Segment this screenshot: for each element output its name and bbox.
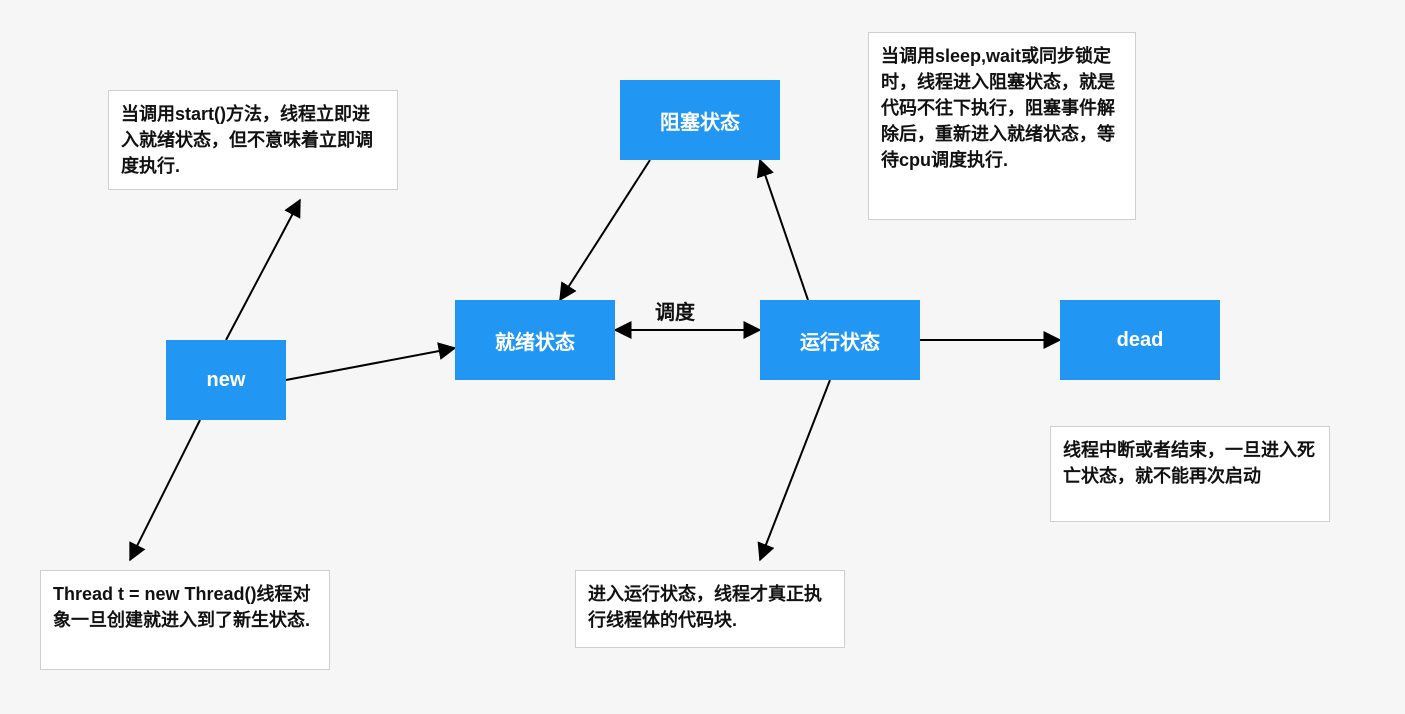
note-start-text: 当调用start()方法，线程立即进入就绪状态，但不意味着立即调度执行. bbox=[121, 104, 373, 176]
node-ready-label: 就绪状态 bbox=[495, 326, 575, 355]
edge-line bbox=[560, 160, 650, 300]
node-running-label: 运行状态 bbox=[800, 326, 880, 355]
node-ready: 就绪状态 bbox=[455, 300, 615, 380]
note-new-text: Thread t = new Thread()线程对象一旦创建就进入到了新生状态… bbox=[53, 584, 311, 630]
node-running: 运行状态 bbox=[760, 300, 920, 380]
edge-line bbox=[760, 380, 830, 560]
diagram-canvas: { "background_color": "#f6f6f6", "node_c… bbox=[0, 0, 1405, 714]
note-dead: 线程中断或者结束，一旦进入死亡状态，就不能再次启动 bbox=[1050, 426, 1330, 522]
note-new: Thread t = new Thread()线程对象一旦创建就进入到了新生状态… bbox=[40, 570, 330, 670]
node-dead-label: dead bbox=[1117, 329, 1164, 352]
note-start: 当调用start()方法，线程立即进入就绪状态，但不意味着立即调度执行. bbox=[108, 90, 398, 190]
note-blocked: 当调用sleep,wait或同步锁定时，线程进入阻塞状态，就是代码不往下执行，阻… bbox=[868, 32, 1136, 220]
note-blocked-text: 当调用sleep,wait或同步锁定时，线程进入阻塞状态，就是代码不往下执行，阻… bbox=[881, 46, 1115, 170]
edge-label-schedule-text: 调度 bbox=[655, 302, 695, 324]
edge-line bbox=[226, 200, 300, 340]
edge-line bbox=[286, 348, 455, 380]
note-dead-text: 线程中断或者结束，一旦进入死亡状态，就不能再次启动 bbox=[1063, 440, 1315, 486]
edge-line bbox=[760, 160, 808, 300]
note-running: 进入运行状态，线程才真正执行线程体的代码块. bbox=[575, 570, 845, 648]
node-blocked: 阻塞状态 bbox=[620, 80, 780, 160]
edge-label-schedule: 调度 bbox=[655, 296, 695, 325]
node-new-label: new bbox=[207, 369, 246, 392]
node-dead: dead bbox=[1060, 300, 1220, 380]
node-blocked-label: 阻塞状态 bbox=[660, 106, 740, 135]
node-new: new bbox=[166, 340, 286, 420]
note-running-text: 进入运行状态，线程才真正执行线程体的代码块. bbox=[588, 584, 822, 630]
edge-line bbox=[130, 420, 200, 560]
